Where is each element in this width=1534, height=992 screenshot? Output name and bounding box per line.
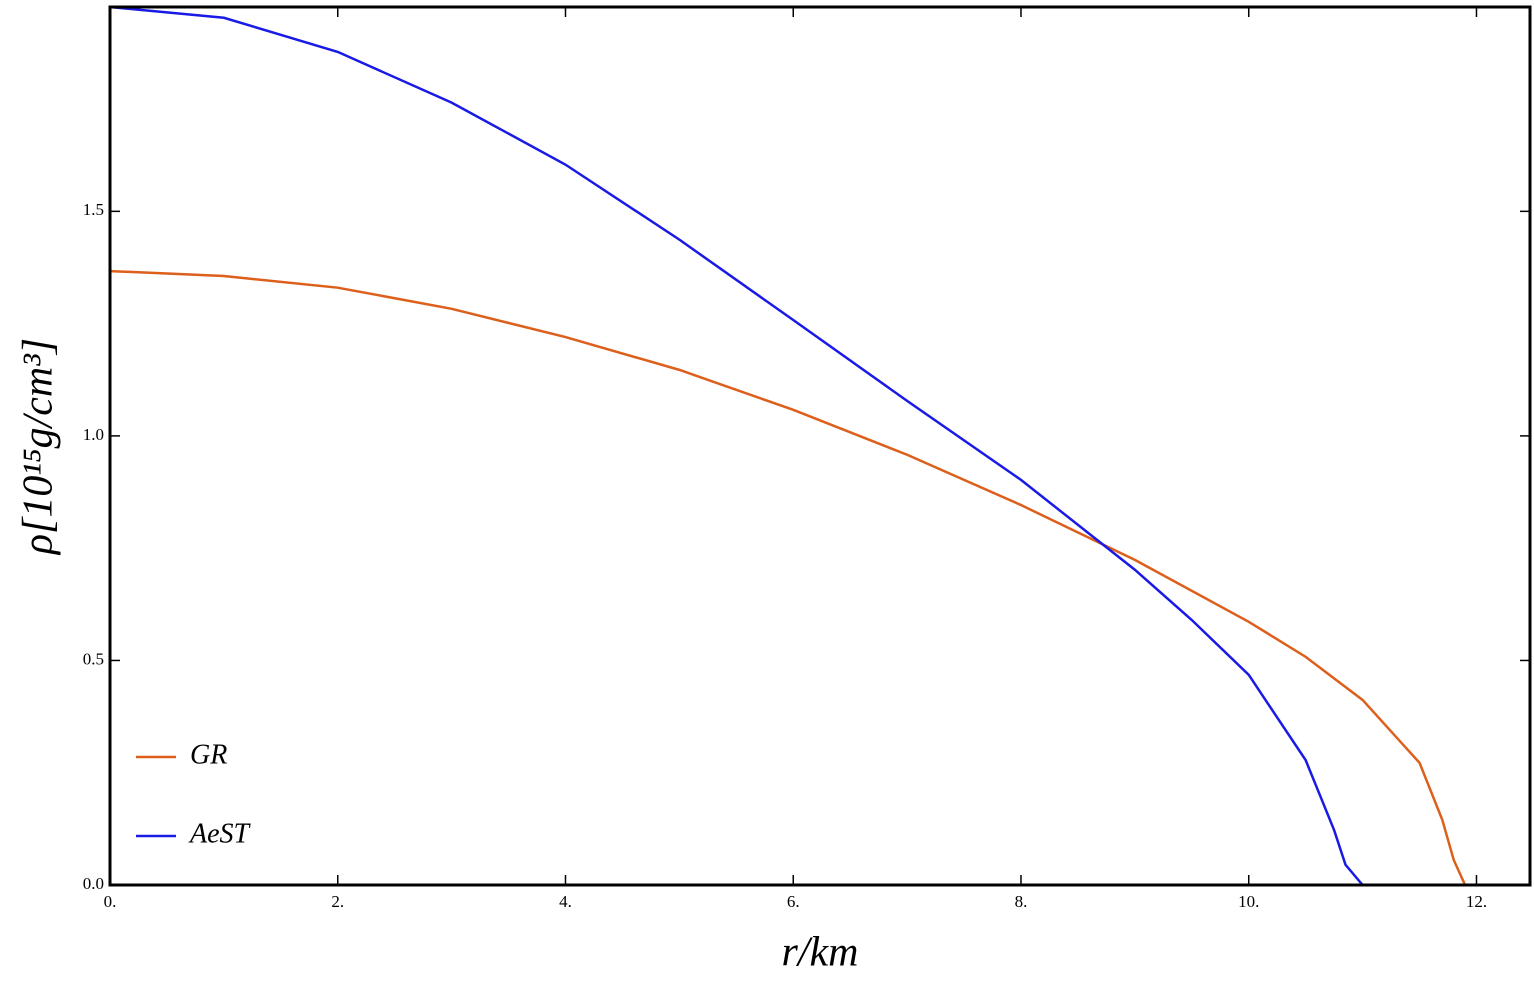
- y-tick-label: 1.5: [83, 200, 104, 219]
- legend-label: AeST: [188, 818, 252, 849]
- line-series: [109, 5, 1364, 886]
- x-tick-label: 4.: [559, 892, 572, 911]
- y-tick-label: 1.0: [83, 425, 104, 444]
- line-series: [109, 269, 1467, 886]
- plot-frame: [108, 5, 1532, 887]
- y-tick-label: 0.5: [83, 649, 104, 668]
- x-tick-label: 2.: [331, 892, 344, 911]
- x-tick-label: 0.: [104, 892, 117, 911]
- x-tick-label: 10.: [1238, 892, 1259, 911]
- x-tick-label: 6.: [787, 892, 800, 911]
- x-tick-label: 8.: [1015, 892, 1028, 911]
- legend-label: GR: [190, 739, 227, 770]
- y-axis-label: ρ[10¹⁵g/cm³]: [16, 338, 62, 556]
- x-axis-label: r/km: [782, 930, 859, 976]
- y-tick-label: 0.0: [83, 874, 104, 893]
- x-tick-label: 12.: [1466, 892, 1487, 911]
